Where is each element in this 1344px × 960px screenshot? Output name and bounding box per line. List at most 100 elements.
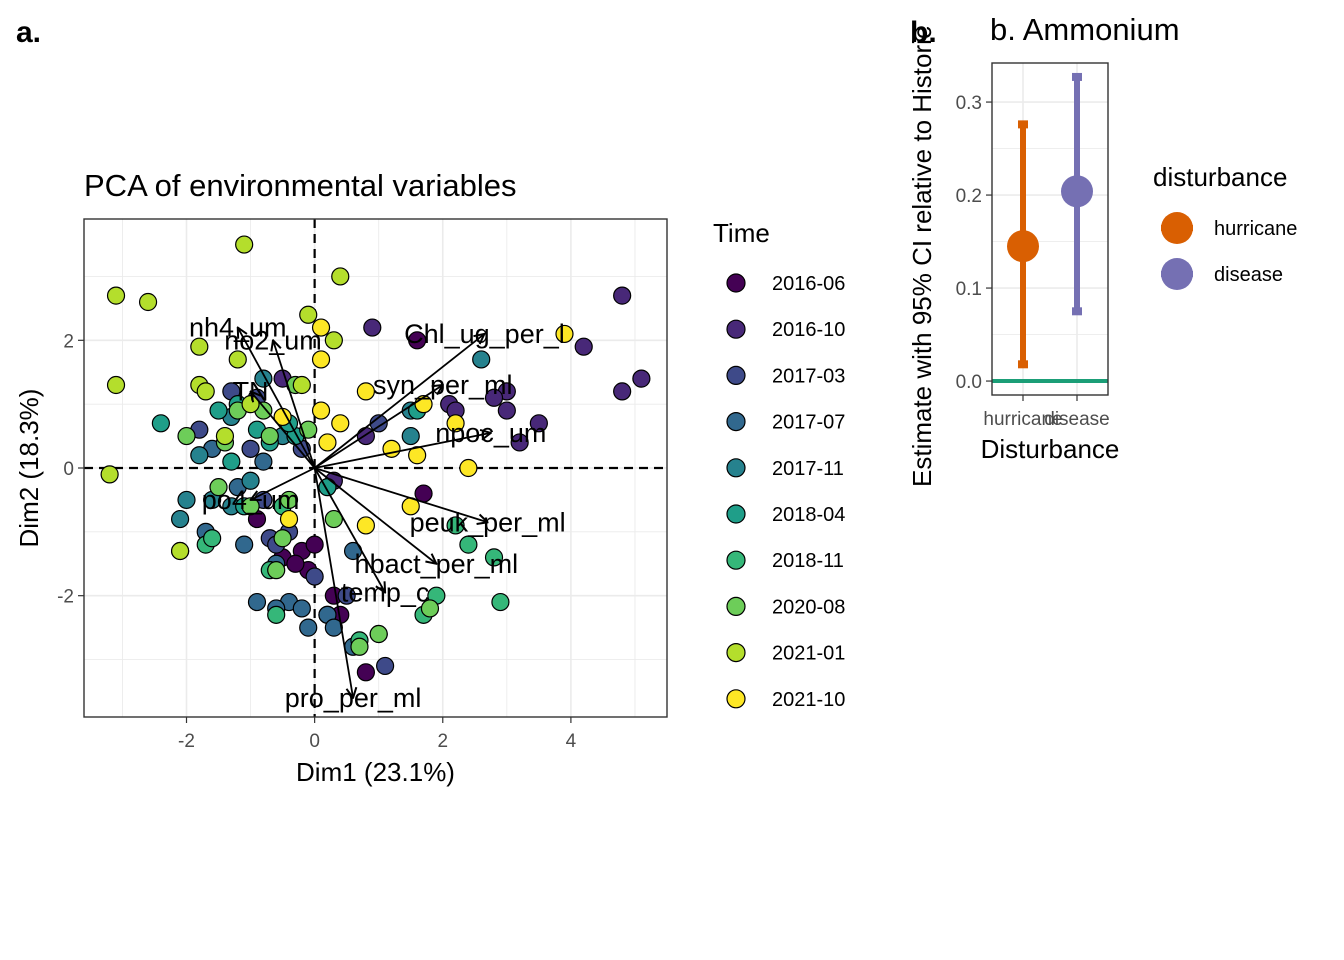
data-point	[529, 414, 548, 433]
disturbance-legend: disturbance hurricane disease	[1153, 162, 1297, 290]
legend-label: 2018-11	[772, 550, 844, 572]
legend-key	[726, 365, 746, 385]
data-point	[279, 509, 299, 529]
data-point	[350, 637, 369, 656]
data-point	[267, 561, 286, 580]
estimate-point	[1061, 175, 1093, 208]
data-point	[299, 618, 318, 637]
data-point	[401, 426, 420, 446]
legend-key	[726, 689, 746, 709]
data-point	[497, 401, 516, 420]
data-point	[267, 605, 286, 624]
loading-arrow	[314, 467, 437, 564]
y-tick-label: 0	[63, 459, 74, 480]
ammonium-grid	[992, 63, 1108, 395]
legend-label: 2021-01	[772, 643, 845, 665]
data-point	[196, 382, 215, 401]
loading-arrow-label: po4_um	[202, 485, 300, 515]
data-point	[459, 535, 478, 554]
data-point	[222, 452, 241, 471]
loading-arrow-label: npoc_um	[435, 418, 546, 448]
legend-label: 2017-11	[772, 458, 844, 480]
pca-panel: PCA of environmental variables nh4_um Chl…	[14, 168, 668, 787]
data-point	[151, 414, 170, 433]
legend-label: 2016-10	[772, 319, 845, 341]
data-point	[273, 529, 292, 548]
legend-label: 2021-10	[772, 689, 845, 711]
data-point	[484, 388, 504, 407]
ammonium-panel-background	[992, 63, 1108, 395]
pca-loading-arrows: nh4_um Chl_ug_per_l no2_um syn_per_ml TN npoc…	[189, 313, 566, 713]
ammonium-panel: b. Ammonium 0.0 0.1 0.2 0.3 hurricanediseas…	[907, 12, 1180, 487]
data-point	[446, 414, 465, 433]
data-point	[305, 567, 324, 586]
legend-label: 2017-07	[772, 412, 845, 434]
data-point	[235, 535, 254, 554]
data-point	[292, 599, 311, 618]
data-point	[459, 458, 478, 478]
data-point	[247, 592, 267, 612]
y-tick-label: 0.3	[956, 93, 982, 114]
data-point	[446, 516, 465, 535]
data-point	[356, 382, 375, 401]
legend-key	[726, 273, 746, 293]
estimate-point	[1007, 230, 1039, 263]
data-point	[299, 305, 318, 324]
pca-x-axis-title: Dim1 (23.1%)	[296, 757, 455, 787]
loading-arrow	[238, 328, 316, 469]
data-point	[228, 350, 247, 369]
data-point	[363, 318, 382, 337]
panel-b-tag: b.	[910, 16, 937, 49]
data-point	[382, 439, 401, 458]
data-point	[170, 541, 190, 561]
data-point	[632, 369, 651, 388]
x-tick-label: 4	[566, 731, 577, 752]
data-point	[292, 375, 311, 395]
ci-lower-cap	[1018, 360, 1028, 369]
loading-arrow-label: hbact_per_ml	[355, 549, 519, 579]
legend-key-point	[1161, 212, 1193, 244]
legend-key	[726, 596, 746, 617]
legend-key	[726, 458, 746, 478]
disturbance-legend-items: hurricane disease	[1161, 212, 1297, 290]
loading-arrow	[251, 391, 316, 469]
loading-arrow	[313, 467, 353, 698]
data-point	[337, 586, 356, 605]
pca-title: PCA of environmental variables	[84, 168, 517, 203]
loading-arrow-label: TN	[233, 376, 269, 406]
x-tick-label: 0	[309, 731, 320, 752]
pca-y-ticks: -2 0 2	[57, 331, 84, 608]
data-point	[613, 382, 632, 401]
y-tick-label: 0.0	[956, 372, 982, 393]
data-point	[254, 452, 273, 471]
data-point	[106, 375, 126, 395]
loading-arrow-label: Chl_ug_per_l	[404, 319, 565, 349]
loading-arrow-label: peuk_per_ml	[410, 507, 566, 537]
data-point	[472, 350, 491, 369]
time-legend-items: 2016-06 2016-10 2017-03 2017-07 2017-11 2018-…	[726, 273, 845, 711]
y-tick-label: 2	[63, 331, 74, 352]
data-point	[235, 235, 254, 254]
loading-arrow	[313, 467, 385, 593]
data-point	[420, 599, 440, 618]
pca-y-axis-title: Dim2 (18.3%)	[14, 389, 44, 548]
loading-arrow-label: no2_um	[224, 325, 322, 355]
data-point	[279, 490, 299, 510]
legend-key	[726, 504, 746, 524]
data-point	[311, 318, 331, 337]
data-point	[209, 401, 228, 420]
data-point	[241, 471, 260, 490]
data-point	[318, 433, 337, 452]
y-tick-label: 0.1	[956, 279, 982, 300]
ci-lower-cap	[1072, 307, 1082, 316]
legend-label: 2018-04	[772, 504, 845, 526]
data-point	[311, 350, 331, 369]
y-tick-label: 0.2	[956, 186, 982, 207]
legend-key	[726, 550, 746, 570]
panel-a-tag: a.	[16, 16, 41, 49]
data-point	[574, 337, 593, 356]
loading-arrow-label: temp_c	[341, 578, 430, 608]
data-point	[106, 286, 126, 305]
